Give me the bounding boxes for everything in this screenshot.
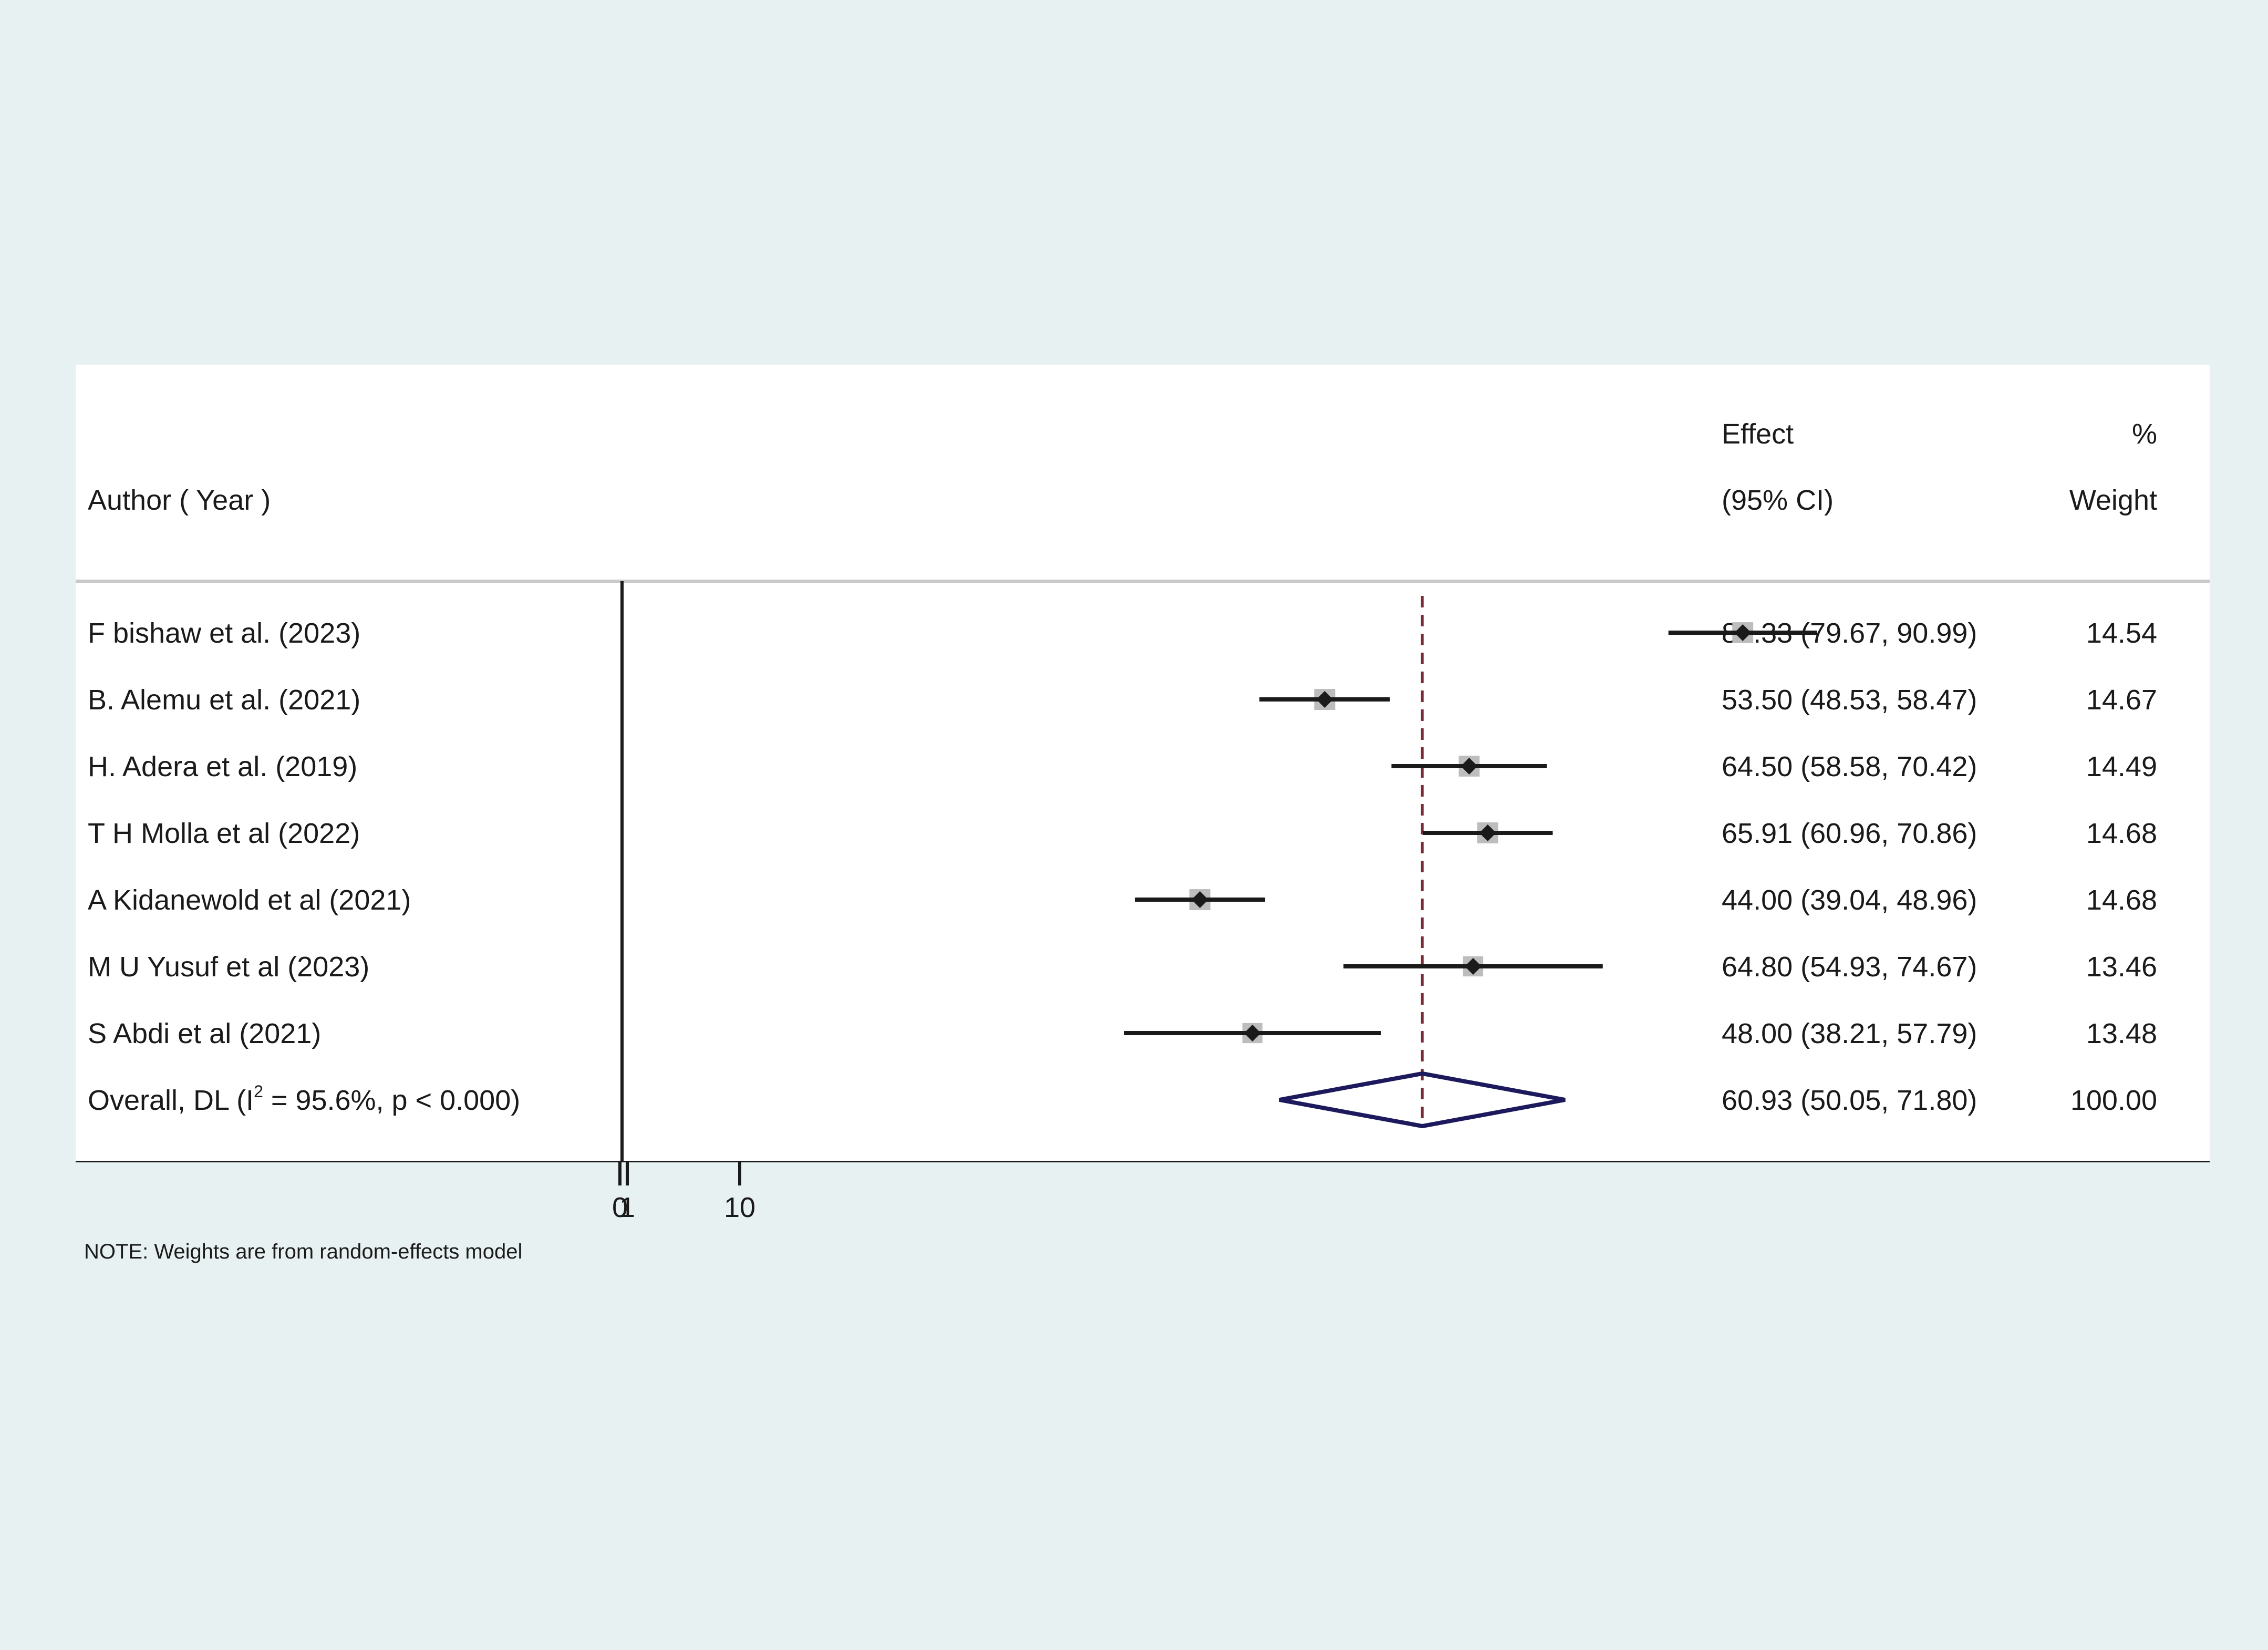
effect-marker <box>1479 824 1496 841</box>
effect-marker <box>1244 1025 1261 1041</box>
weight-value: 13.46 <box>2086 951 2157 983</box>
x-tick-label: 0 <box>612 1192 628 1223</box>
effect-marker <box>1316 691 1333 708</box>
overall-diamond <box>1279 1071 1566 1129</box>
weight-value: 14.54 <box>2086 617 2157 649</box>
effect-marker <box>1192 891 1208 908</box>
overall-effect-ci: 60.93 (50.05, 71.80) <box>1722 1085 1977 1116</box>
effect-ci-value: 64.80 (54.93, 74.67) <box>1722 951 1977 983</box>
x-tick-label: 1 <box>619 1192 635 1223</box>
effect-ci-value: 65.91 (60.96, 70.86) <box>1722 818 1977 849</box>
weight-value: 14.49 <box>2086 751 2157 782</box>
weight-value: 14.67 <box>2086 684 2157 716</box>
effect-marker <box>1465 958 1482 975</box>
header-effect-line2: (95% CI) <box>1722 484 1834 516</box>
weight-value: 14.68 <box>2086 818 2157 849</box>
effect-ci-value: 44.00 (39.04, 48.96) <box>1722 884 1977 916</box>
x-axis: 01 10 NOTE: Weights are from random-effec… <box>84 1162 755 1263</box>
study-label: S Abdi et al (2021) <box>88 1018 321 1049</box>
effect-marker <box>1461 758 1478 775</box>
header-weight-line2: Weight <box>2069 484 2157 516</box>
overall-weight: 100.00 <box>2070 1085 2157 1116</box>
study-label: F bishaw et al. (2023) <box>88 617 360 649</box>
header-effect-line1: Effect <box>1722 418 1794 450</box>
study-label: B. Alemu et al. (2021) <box>88 684 360 716</box>
study-label: A Kidanewold et al (2021) <box>88 884 411 916</box>
effect-ci-value: 64.50 (58.58, 70.42) <box>1722 751 1977 782</box>
axis-area: 0 1 10 NOTE: Weights are from random-effec… <box>0 1162 2268 1267</box>
study-label: T H Molla et al (2022) <box>88 818 360 849</box>
plot-marks <box>620 581 1817 1162</box>
study-label: H. Adera et al. (2019) <box>88 751 357 782</box>
study-rows: F bishaw et al. (2023) 85.33 (79.67, 90.9… <box>88 617 2157 1116</box>
overall-label: Overall, DL (I2 = 95.6%, p < 0.000) <box>88 1082 520 1116</box>
weight-value: 14.68 <box>2086 884 2157 916</box>
effect-marker <box>1734 624 1752 641</box>
footnote: NOTE: Weights are from random-effects mo… <box>84 1240 522 1263</box>
forest-plot-panel: Author ( Year ) Effect (95% CI) % Weight… <box>76 365 2210 1162</box>
forest-plot: Author ( Year ) Effect (95% CI) % Weight… <box>76 418 2210 1162</box>
header-weight-line1: % <box>2132 418 2157 450</box>
x-tick-label: 10 <box>724 1192 755 1223</box>
study-label: M U Yusuf et al (2023) <box>88 951 369 983</box>
header-study: Author ( Year ) <box>88 484 271 516</box>
weight-value: 13.48 <box>2086 1018 2157 1049</box>
effect-ci-value: 53.50 (48.53, 58.47) <box>1722 684 1977 716</box>
effect-ci-value: 48.00 (38.21, 57.79) <box>1722 1018 1977 1049</box>
